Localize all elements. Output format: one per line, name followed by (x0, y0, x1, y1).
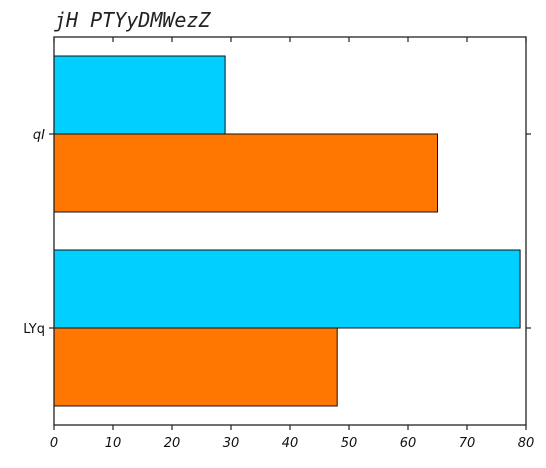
x-tick-label: 20 (164, 436, 181, 451)
bar-qi-cyan (53, 55, 226, 135)
y-tick-label: qI (33, 128, 45, 143)
x-tick-label: 40 (282, 436, 299, 451)
x-tick-label: 80 (518, 436, 535, 451)
bar-lyq-cyan (53, 249, 521, 329)
ticks-layer: LYq qI 0 10 20 30 40 50 60 70 80 (23, 37, 534, 451)
chart-title: jH PTYyDMWezZ (54, 8, 211, 32)
bar-lyq-orange (53, 327, 338, 407)
x-tick-label: 30 (223, 436, 240, 451)
x-tick-label: 70 (459, 436, 476, 451)
x-tick-label: 50 (341, 436, 358, 451)
x-tick-label: 60 (400, 436, 417, 451)
x-tick-label: 10 (105, 436, 122, 451)
bars-layer (53, 55, 521, 407)
y-tick-label: LYq (23, 322, 45, 337)
bar-qi-orange (53, 133, 438, 213)
x-tick-label: 0 (50, 436, 58, 451)
